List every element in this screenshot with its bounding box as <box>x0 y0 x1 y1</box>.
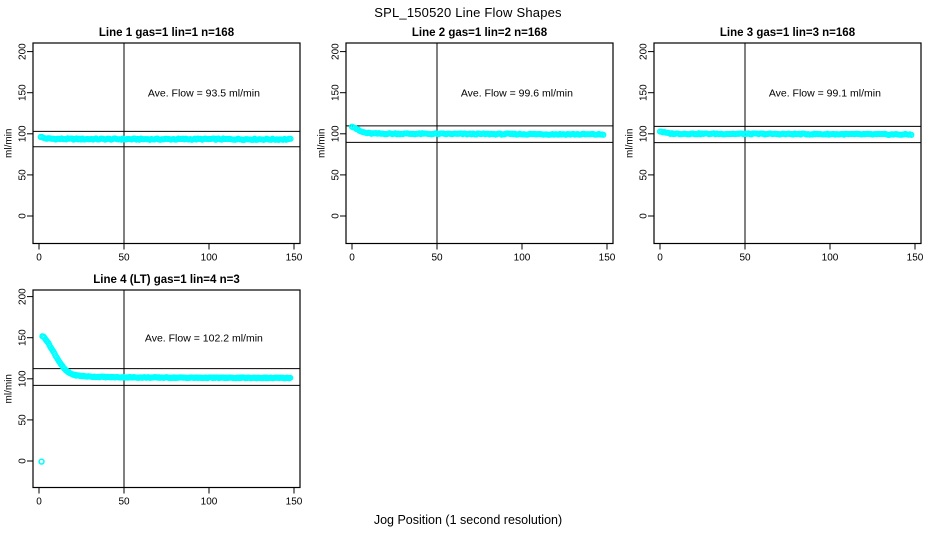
data-point <box>287 135 294 142</box>
data-point <box>38 458 45 465</box>
y-tick-label: 50 <box>639 169 650 181</box>
y-tick-label: 50 <box>18 414 29 426</box>
x-tick-label: 50 <box>118 497 130 508</box>
data-point <box>600 131 607 138</box>
y-tick-label: 200 <box>18 43 29 60</box>
y-axis-title: ml/min <box>4 129 15 158</box>
x-tick-label: 50 <box>431 253 443 264</box>
x-tick-label: 150 <box>286 253 303 264</box>
y-tick-label: 200 <box>331 43 342 60</box>
x-tick-label: 150 <box>599 253 616 264</box>
y-tick-label: 200 <box>18 288 29 305</box>
panel-box <box>345 42 614 245</box>
y-tick-label: 200 <box>639 43 650 60</box>
x-tick-label: 0 <box>657 253 663 264</box>
y-tick-label: 100 <box>331 125 342 142</box>
panel-title: Line 4 (LT) gas=1 lin=4 n=3 <box>93 274 239 286</box>
panel-box <box>653 42 922 245</box>
avg-flow-annotation: Ave. Flow = 102.2 ml/min <box>145 333 263 345</box>
panel-title: Line 3 gas=1 lin=3 n=168 <box>720 27 856 39</box>
figure-title: SPL_150520 Line Flow Shapes <box>374 5 562 20</box>
avg-flow-annotation: Ave. Flow = 99.1 ml/min <box>769 88 881 100</box>
panel-title: Line 2 gas=1 lin=2 n=168 <box>412 27 548 39</box>
x-axis-label: Jog Position (1 second resolution) <box>373 513 563 527</box>
y-tick-label: 0 <box>331 213 342 219</box>
x-tick-label: 0 <box>36 253 42 264</box>
x-tick-label: 100 <box>822 253 839 264</box>
panel-box <box>32 42 301 245</box>
x-tick-label: 50 <box>118 253 130 264</box>
x-tick-label: 150 <box>907 253 924 264</box>
y-tick-label: 150 <box>639 84 650 101</box>
y-tick-label: 100 <box>639 125 650 142</box>
x-tick-label: 100 <box>514 253 531 264</box>
avg-flow-annotation: Ave. Flow = 99.6 ml/min <box>461 88 573 100</box>
x-tick-label: 0 <box>349 253 355 264</box>
y-axis-title: ml/min <box>4 374 15 403</box>
x-tick-label: 150 <box>286 497 303 508</box>
y-axis-title: ml/min <box>625 129 636 158</box>
y-tick-label: 100 <box>18 125 29 142</box>
y-tick-label: 100 <box>18 370 29 387</box>
panel-box <box>32 289 301 489</box>
y-tick-label: 150 <box>18 84 29 101</box>
x-tick-label: 100 <box>201 253 218 264</box>
avg-flow-annotation: Ave. Flow = 93.5 ml/min <box>148 88 260 100</box>
y-tick-label: 150 <box>18 329 29 346</box>
y-axis-title: ml/min <box>317 129 328 158</box>
data-point <box>908 131 915 138</box>
y-tick-label: 0 <box>18 458 29 464</box>
x-tick-label: 0 <box>36 497 42 508</box>
y-tick-label: 50 <box>331 169 342 181</box>
y-tick-label: 0 <box>18 213 29 219</box>
y-tick-label: 0 <box>639 213 650 219</box>
y-tick-label: 50 <box>18 169 29 181</box>
panel-title: Line 1 gas=1 lin=1 n=168 <box>99 27 235 39</box>
y-tick-label: 150 <box>331 84 342 101</box>
x-tick-label: 50 <box>739 253 751 264</box>
data-point <box>287 374 294 381</box>
x-tick-label: 100 <box>201 497 218 508</box>
